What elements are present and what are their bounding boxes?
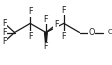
Text: O: O — [89, 28, 95, 37]
Text: F: F — [28, 7, 32, 16]
Text: F: F — [44, 42, 48, 51]
Text: F: F — [54, 20, 58, 29]
Text: O: O — [89, 28, 95, 37]
Text: F: F — [28, 32, 32, 41]
Text: CH₃: CH₃ — [108, 30, 112, 35]
Text: F: F — [2, 19, 7, 28]
Text: F: F — [2, 37, 7, 46]
Text: F: F — [62, 6, 66, 15]
Text: F: F — [2, 28, 7, 37]
Text: F: F — [44, 15, 48, 24]
Text: F: F — [62, 32, 66, 41]
Polygon shape — [45, 32, 47, 47]
